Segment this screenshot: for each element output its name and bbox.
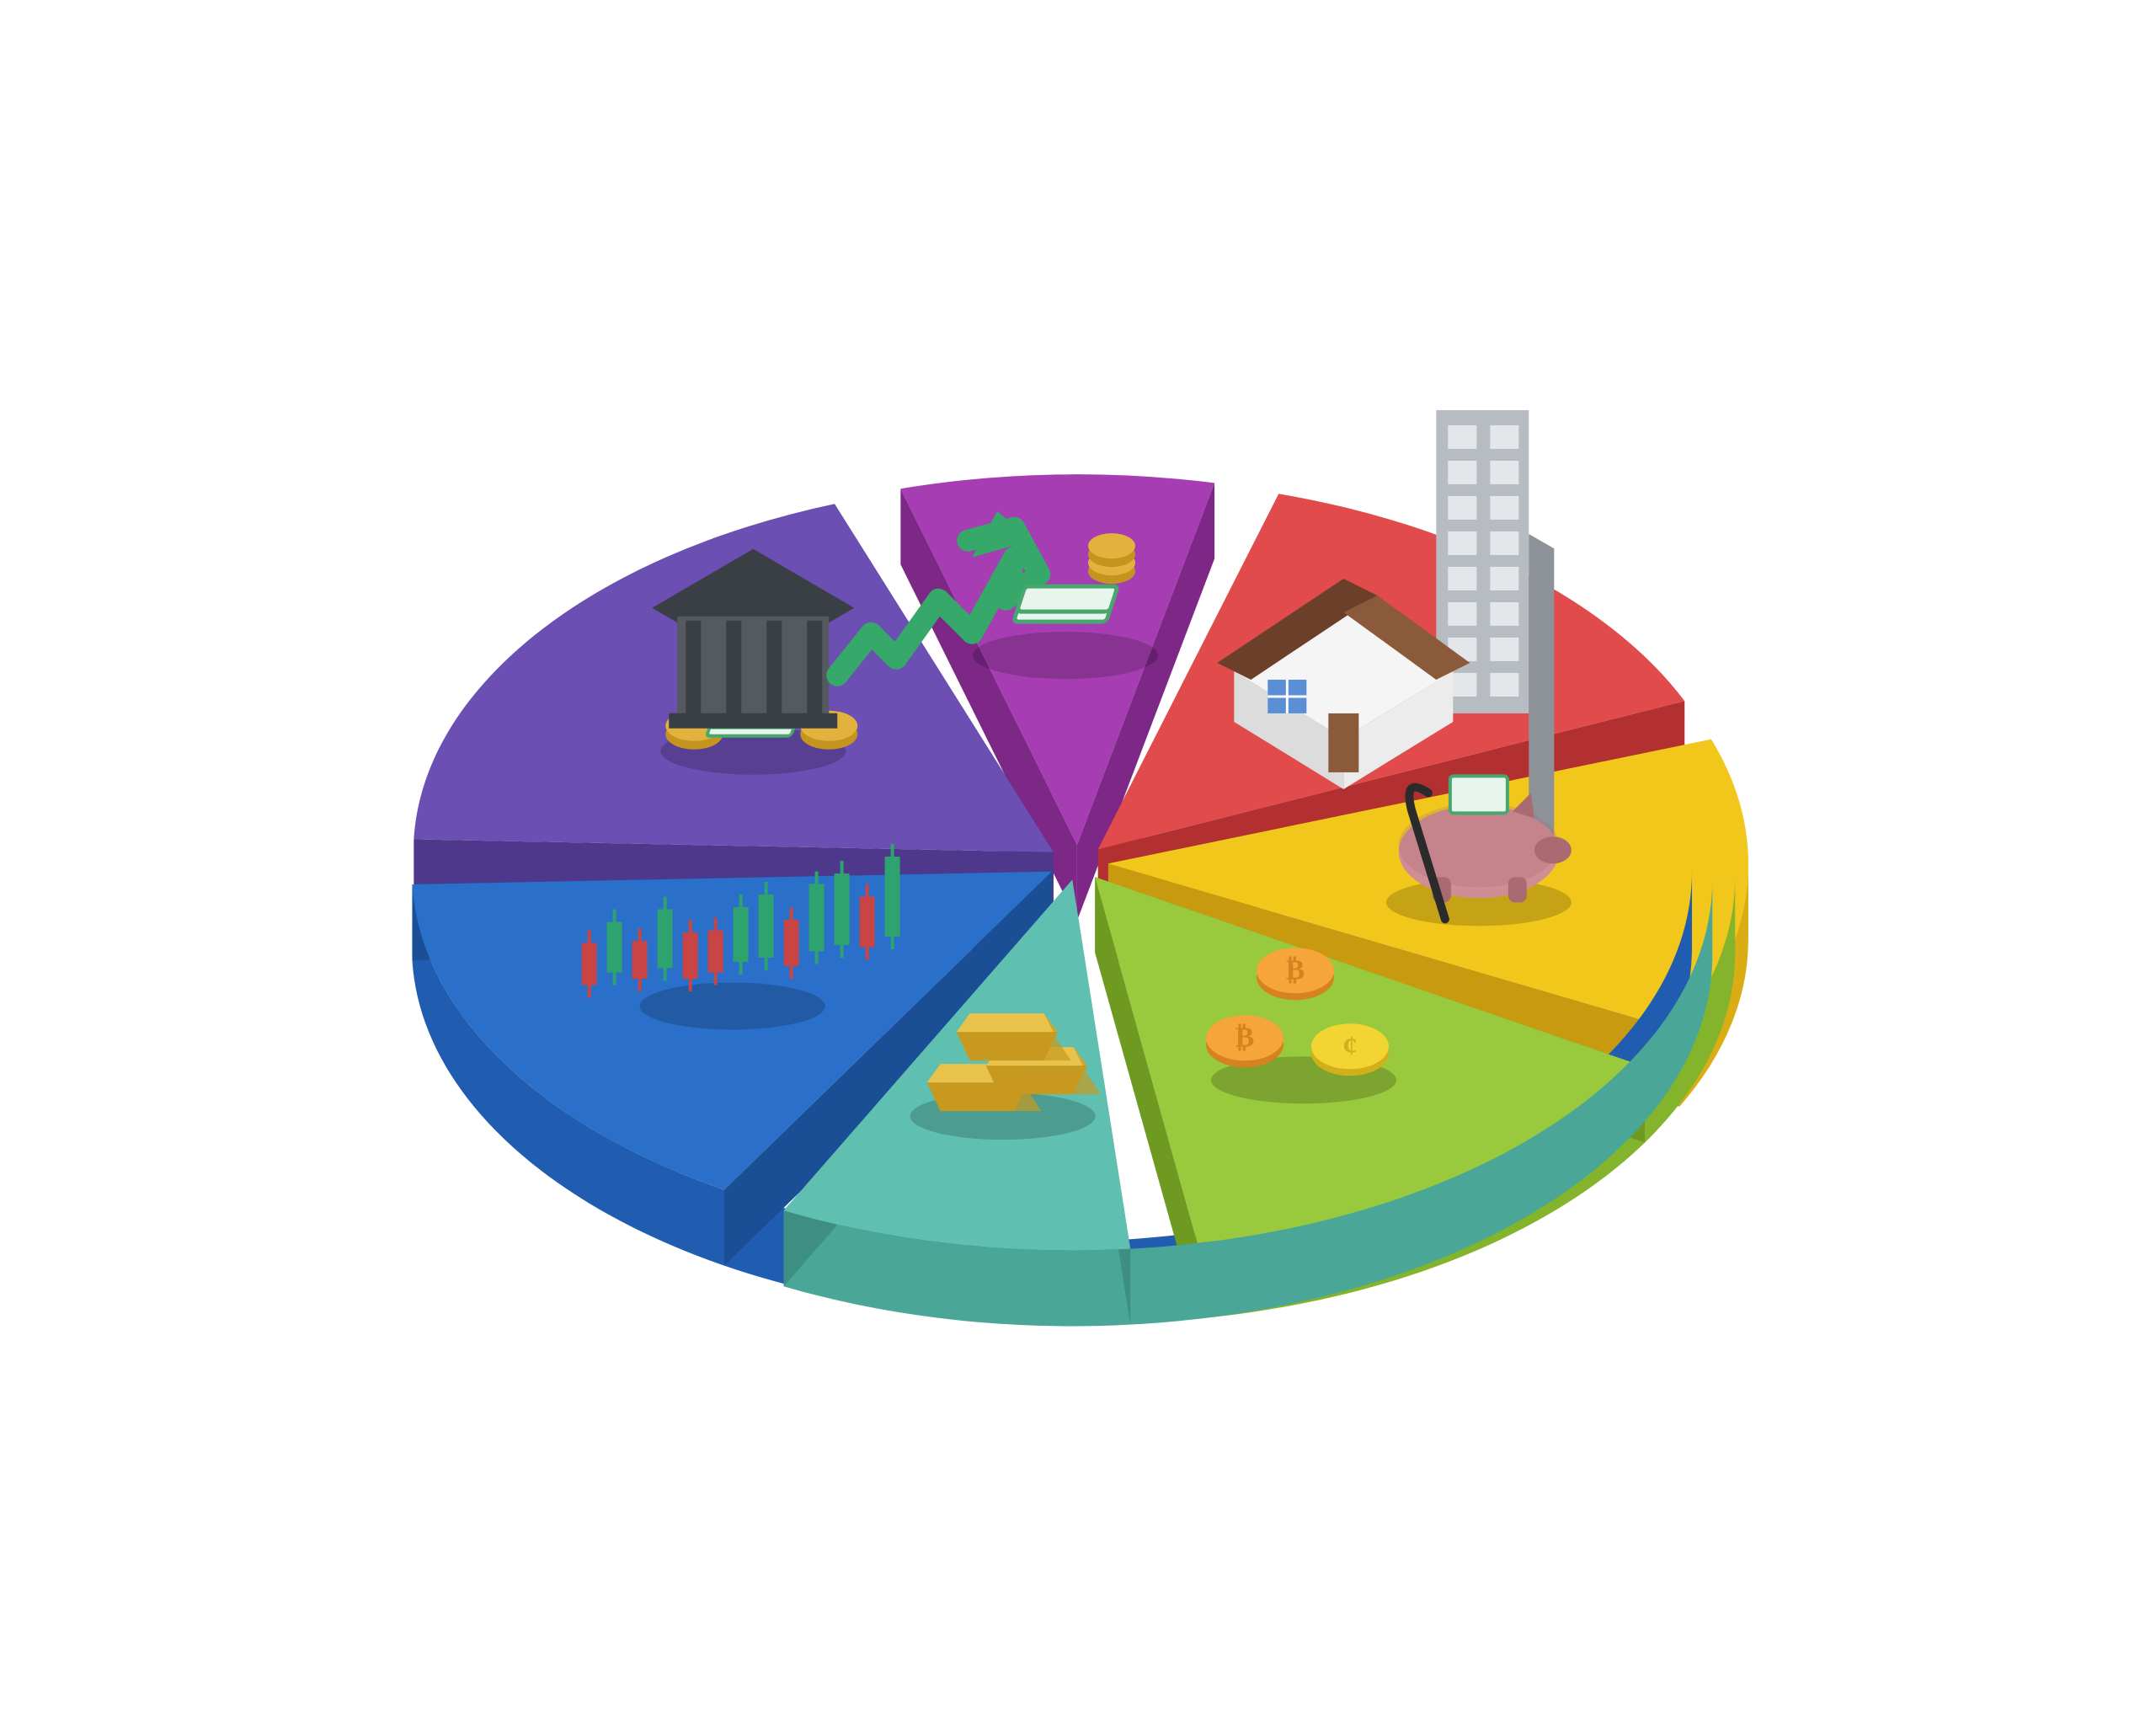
coin-glyph: ₿	[1286, 954, 1305, 985]
coin-glyph: ¢	[1343, 1030, 1358, 1061]
coin-glyph: ₿	[1235, 1022, 1255, 1053]
asset-allocation-pie-chart: ₿ ₿ ¢	[0, 0, 2156, 1725]
icon-shadow	[640, 983, 825, 1030]
icon-shadow	[973, 632, 1158, 679]
